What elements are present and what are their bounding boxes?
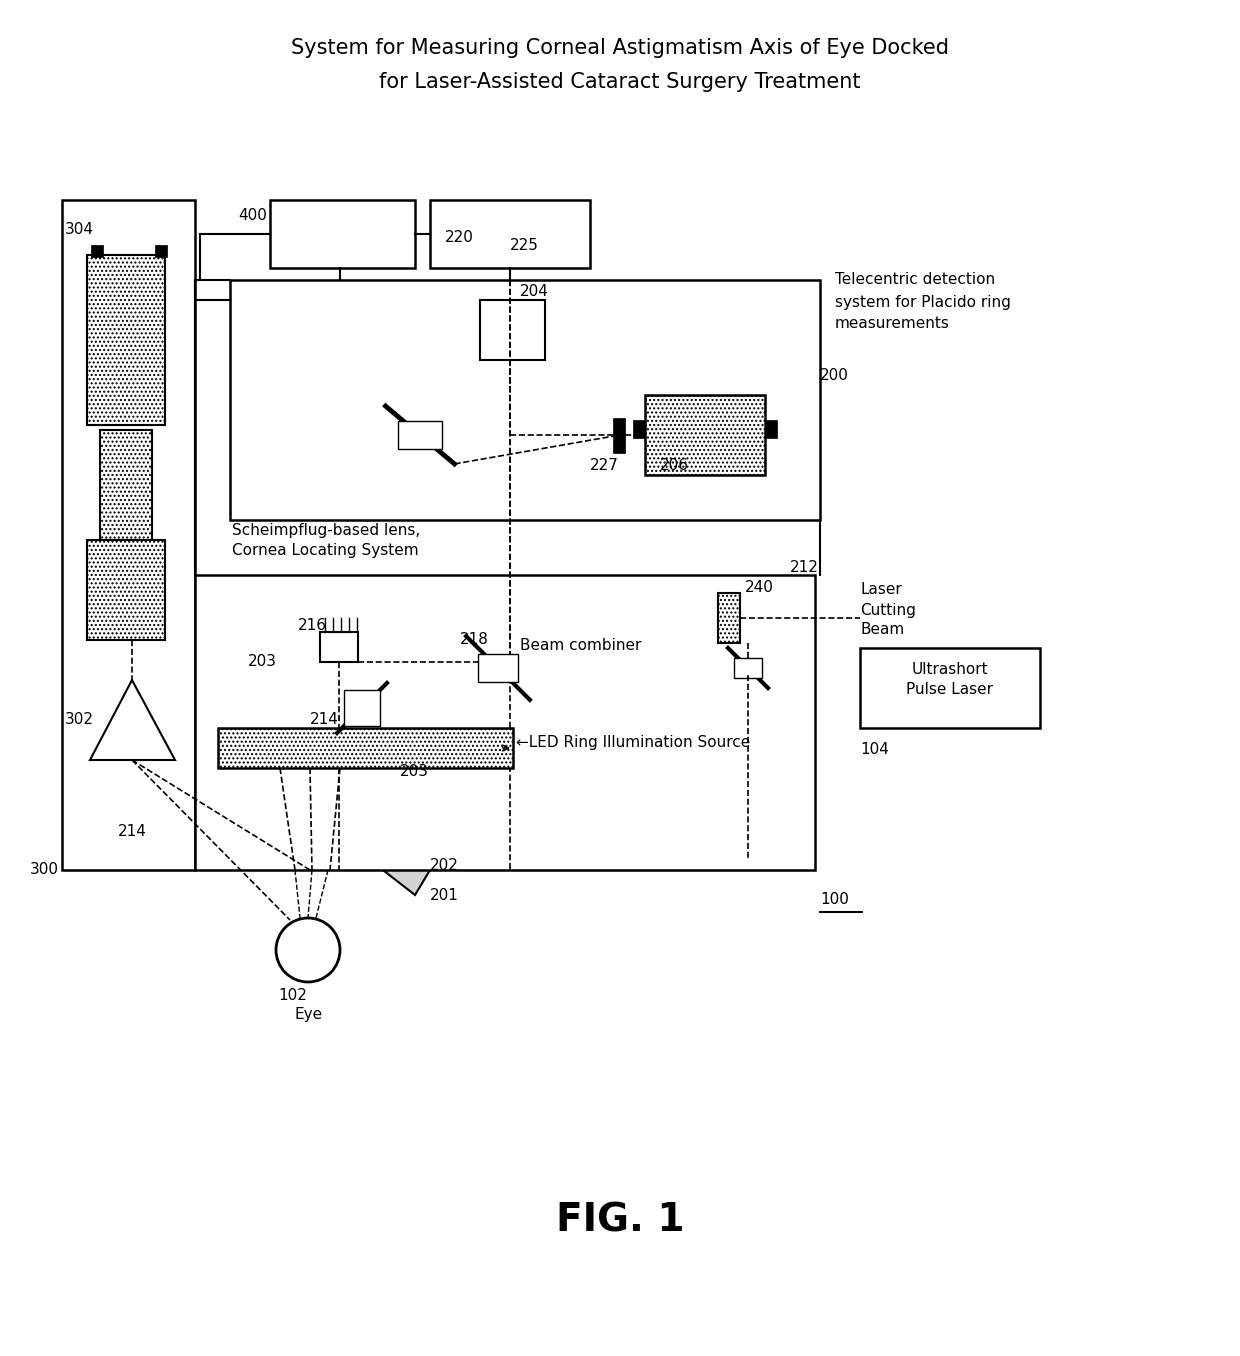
Text: 102: 102 <box>278 987 306 1002</box>
Text: 206: 206 <box>660 457 689 472</box>
Text: system for Placido ring: system for Placido ring <box>835 294 1011 309</box>
Text: 203: 203 <box>401 765 429 780</box>
FancyArrowPatch shape <box>776 385 817 426</box>
Bar <box>155 245 167 258</box>
Bar <box>270 199 415 268</box>
Text: 300: 300 <box>30 862 60 877</box>
Text: 220: 220 <box>445 231 474 245</box>
Polygon shape <box>370 838 430 895</box>
Bar <box>320 632 358 662</box>
Bar <box>613 418 625 453</box>
Text: Cutting: Cutting <box>861 602 916 617</box>
Text: 104: 104 <box>861 743 889 758</box>
Text: 218: 218 <box>460 632 489 648</box>
Bar <box>87 540 165 640</box>
Bar <box>718 593 740 643</box>
Bar <box>734 658 763 678</box>
Text: Eye: Eye <box>295 1008 324 1022</box>
Bar <box>765 420 777 438</box>
Text: 302: 302 <box>64 712 94 728</box>
Bar <box>195 575 815 871</box>
Bar <box>91 245 103 258</box>
Text: for Laser-Assisted Cataract Surgery Treatment: for Laser-Assisted Cataract Surgery Trea… <box>379 72 861 92</box>
Text: Pulse Laser: Pulse Laser <box>906 682 993 697</box>
Text: 202: 202 <box>430 857 459 872</box>
Polygon shape <box>91 679 175 759</box>
Text: Beam combiner: Beam combiner <box>520 637 641 652</box>
Bar <box>343 690 379 725</box>
Text: 225: 225 <box>510 239 539 254</box>
Bar <box>632 420 645 438</box>
Bar <box>480 300 546 359</box>
Bar <box>100 430 153 540</box>
Text: Cornea Locating System: Cornea Locating System <box>232 542 419 557</box>
Text: 203: 203 <box>248 655 277 670</box>
Text: 212: 212 <box>790 560 818 575</box>
Bar <box>398 420 441 449</box>
FancyArrowPatch shape <box>507 648 517 658</box>
Text: 214: 214 <box>310 712 339 728</box>
Bar <box>477 654 518 682</box>
Text: Laser: Laser <box>861 583 901 598</box>
Text: ←LED Ring Illumination Source: ←LED Ring Illumination Source <box>516 735 750 750</box>
Text: 100: 100 <box>820 892 849 907</box>
Bar <box>430 199 590 268</box>
Text: 204: 204 <box>520 285 549 300</box>
Text: Scheimpflug-based lens,: Scheimpflug-based lens, <box>232 522 420 537</box>
Bar <box>218 728 513 767</box>
Text: 400: 400 <box>238 207 267 222</box>
Bar <box>645 395 765 475</box>
Text: measurements: measurements <box>835 316 950 331</box>
Text: FIG. 1: FIG. 1 <box>556 1201 684 1239</box>
Bar <box>87 255 165 424</box>
Text: 304: 304 <box>64 222 94 237</box>
Text: Ultrashort: Ultrashort <box>911 663 988 678</box>
Text: 216: 216 <box>298 617 327 632</box>
Bar <box>62 199 195 871</box>
Text: 227: 227 <box>590 457 619 472</box>
Text: System for Measuring Corneal Astigmatism Axis of Eye Docked: System for Measuring Corneal Astigmatism… <box>291 38 949 58</box>
Text: Beam: Beam <box>861 622 904 637</box>
Bar <box>861 648 1040 728</box>
Text: 214: 214 <box>118 824 146 839</box>
Text: 240: 240 <box>745 579 774 594</box>
Text: Telecentric detection: Telecentric detection <box>835 273 996 287</box>
Text: 201: 201 <box>430 887 459 903</box>
Text: 200: 200 <box>820 367 849 382</box>
Bar <box>229 279 820 519</box>
